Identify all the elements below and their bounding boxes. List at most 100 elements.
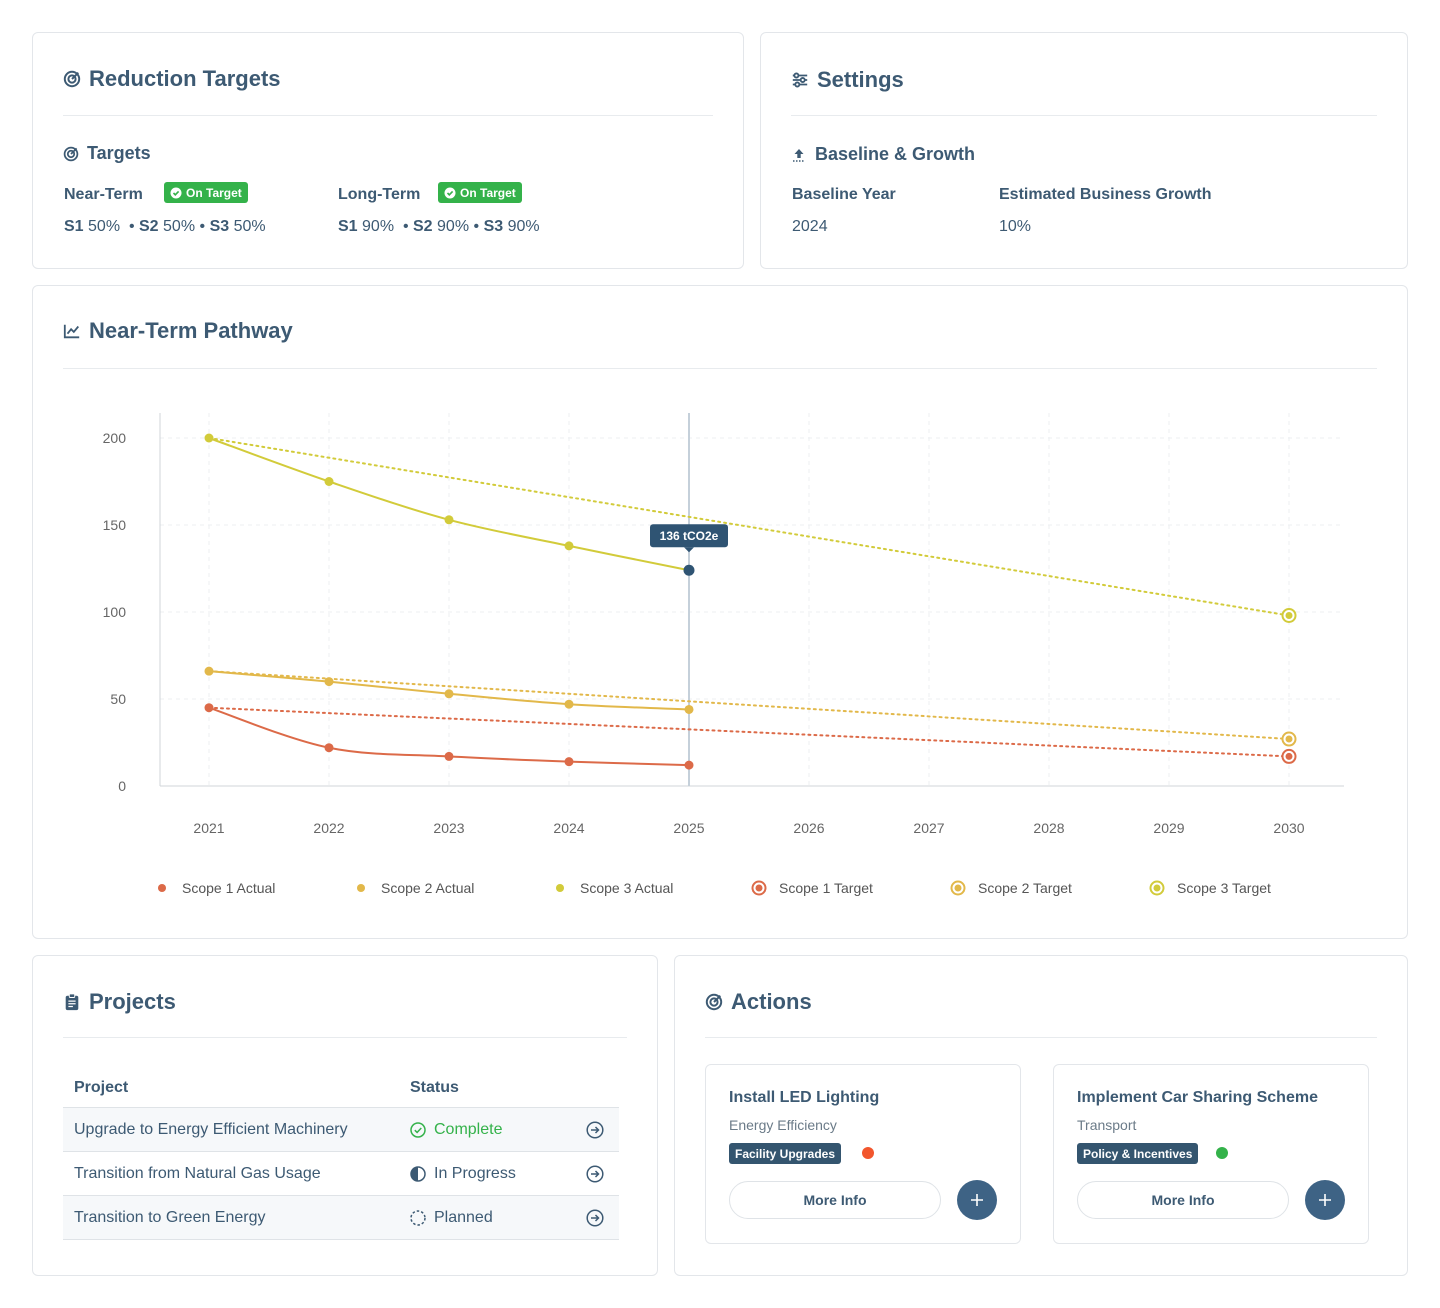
data-point xyxy=(564,757,574,767)
priority-dot xyxy=(862,1147,874,1159)
add-action-button[interactable] xyxy=(957,1180,997,1220)
divider xyxy=(63,368,1377,369)
scope-3-value: 50% xyxy=(233,218,266,235)
y-tick-label: 100 xyxy=(103,604,127,620)
x-tick-label: 2022 xyxy=(313,820,344,836)
tooltip-box xyxy=(650,524,728,548)
target-point-center xyxy=(1285,752,1293,760)
dot-marker-icon xyxy=(357,884,365,892)
series-line-scope-1-target xyxy=(208,706,1290,758)
data-point xyxy=(683,564,695,576)
arrow-right-circle-icon xyxy=(585,1164,604,1183)
more-info-button[interactable]: More Info xyxy=(729,1181,941,1219)
x-tick-label: 2025 xyxy=(673,820,704,836)
action-card: Implement Car Sharing Scheme Transport P… xyxy=(1053,1064,1369,1244)
table-row[interactable]: Transition from Natural Gas Usage In Pro… xyxy=(63,1152,619,1196)
table-row[interactable]: Upgrade to Energy Efficient Machinery Co… xyxy=(63,1108,619,1152)
near-term-scopes: S1 50% • S2 50% • S3 50% xyxy=(64,218,266,235)
add-action-button[interactable] xyxy=(1305,1180,1345,1220)
data-point xyxy=(204,703,214,713)
near-term-status-badge: On Target xyxy=(164,182,248,203)
baseline-year-label: Baseline Year xyxy=(792,186,896,203)
reduction-targets-card: Reduction Targets Targets Near-Term On T… xyxy=(32,32,744,269)
scope-3-key: S3 xyxy=(209,218,230,235)
target-icon xyxy=(63,70,81,88)
legend-label: Scope 2 Actual xyxy=(381,880,475,896)
priority-dot xyxy=(1216,1147,1228,1159)
projects-title-text: Projects xyxy=(89,989,176,1014)
data-point xyxy=(684,760,694,770)
legend-item[interactable]: Scope 2 Target xyxy=(950,880,1072,896)
action-title: Install LED Lighting xyxy=(729,1089,880,1106)
check-circle-icon xyxy=(170,187,182,198)
x-tick-label: 2027 xyxy=(913,820,944,836)
legend-item[interactable]: Scope 3 Actual xyxy=(552,880,673,896)
status-text: Planned xyxy=(434,1208,493,1226)
series-line-scope-3-target xyxy=(208,437,1290,617)
legend-label: Scope 3 Target xyxy=(1177,880,1271,896)
action-category: Energy Efficiency xyxy=(729,1117,837,1133)
target-point-center xyxy=(1285,735,1293,743)
tooltip-label: 136 tCO2e xyxy=(660,529,719,543)
x-tick-label: 2021 xyxy=(193,820,224,836)
baseline-year-value: 2024 xyxy=(792,218,828,235)
baseline-growth-subtitle-text: Baseline & Growth xyxy=(815,144,976,164)
scope-2-key: S2 xyxy=(139,218,159,235)
table-row[interactable]: Transition to Green Energy Planned xyxy=(63,1196,619,1240)
legend-label: Scope 2 Target xyxy=(978,880,1072,896)
scope-2-value: 90% xyxy=(437,218,470,235)
check-circle-icon xyxy=(410,1121,426,1138)
data-point xyxy=(204,433,214,443)
target-icon xyxy=(63,146,79,161)
project-status: In Progress xyxy=(410,1165,570,1183)
x-tick-label: 2029 xyxy=(1153,820,1184,836)
pathway-title-text: Near-Term Pathway xyxy=(89,318,293,343)
reduction-targets-title: Reduction Targets xyxy=(63,66,281,92)
data-point xyxy=(324,677,334,687)
action-category: Transport xyxy=(1077,1117,1137,1133)
data-point xyxy=(444,515,454,525)
legend-label: Scope 1 Actual xyxy=(182,880,276,896)
dot-marker-icon xyxy=(158,884,166,892)
open-project-button[interactable] xyxy=(570,1120,619,1139)
data-point xyxy=(324,477,334,486)
scope-2-key: S2 xyxy=(413,218,433,235)
legend-item[interactable]: Scope 1 Actual xyxy=(154,880,275,896)
legend-item[interactable]: Scope 1 Target xyxy=(751,880,873,896)
legend-item[interactable]: Scope 2 Actual xyxy=(353,880,474,896)
actions-title-text: Actions xyxy=(731,989,812,1014)
y-tick-label: 200 xyxy=(103,430,127,446)
near-term-badge-text: On Target xyxy=(186,185,242,200)
upload-icon xyxy=(793,148,805,162)
open-project-button[interactable] xyxy=(570,1164,619,1183)
arrow-right-circle-icon xyxy=(585,1120,604,1139)
pathway-title: Near-Term Pathway xyxy=(63,318,293,344)
plus-icon xyxy=(1319,1194,1331,1206)
settings-title: Settings xyxy=(791,67,904,93)
long-term-status-badge: On Target xyxy=(438,182,522,203)
project-name: Transition from Natural Gas Usage xyxy=(74,1164,321,1182)
growth-value: 10% xyxy=(999,218,1032,235)
data-point xyxy=(204,666,214,676)
open-project-button[interactable] xyxy=(570,1208,619,1227)
long-term-scopes: S1 90% • S2 90% • S3 90% xyxy=(338,218,540,235)
target-point-center xyxy=(1285,611,1293,619)
table-header: Project Status xyxy=(63,1068,619,1108)
projects-title: Projects xyxy=(63,989,176,1015)
scope-3-key: S3 xyxy=(483,218,504,235)
divider xyxy=(705,1037,1377,1038)
scope-1-value: 50% xyxy=(88,218,121,235)
data-point xyxy=(564,541,574,551)
divider xyxy=(63,115,713,116)
actions-title: Actions xyxy=(705,989,812,1015)
legend-label: Scope 3 Actual xyxy=(580,880,674,896)
long-term-label: Long-Term xyxy=(338,186,421,203)
target-marker-icon xyxy=(950,880,966,896)
more-info-button[interactable]: More Info xyxy=(1077,1181,1289,1219)
near-term-label: Near-Term xyxy=(64,186,143,203)
data-point xyxy=(444,689,454,699)
project-status: Complete xyxy=(410,1121,570,1139)
legend-item[interactable]: Scope 3 Target xyxy=(1149,880,1271,896)
divider xyxy=(63,1037,627,1038)
divider xyxy=(791,115,1377,116)
